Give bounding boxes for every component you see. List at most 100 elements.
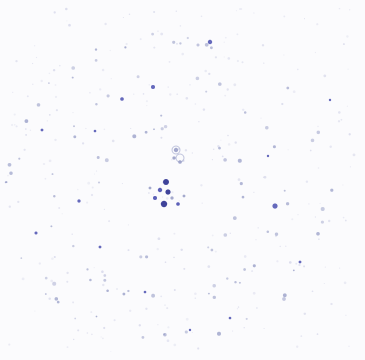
noise-speck <box>93 173 96 175</box>
noise-speck <box>298 263 301 267</box>
noise-speck <box>48 159 52 163</box>
noise-speck <box>139 38 142 41</box>
ring-spot <box>274 232 279 236</box>
ring-spot <box>292 269 295 272</box>
ring-spot <box>74 317 77 320</box>
ring-spot <box>218 82 222 86</box>
noise-speck <box>211 159 213 161</box>
noise-speck <box>226 88 229 91</box>
noise-speck <box>349 9 351 11</box>
noise-speck <box>342 43 345 46</box>
noise-speck <box>318 238 320 241</box>
ring-spot <box>50 225 53 228</box>
noise-speck <box>235 10 237 12</box>
noise-speck <box>227 134 229 137</box>
noise-speck <box>185 317 189 321</box>
ring-spot <box>226 277 229 280</box>
noise-speck <box>207 265 211 268</box>
ring-spot <box>179 42 182 45</box>
ring-spot <box>320 207 325 211</box>
strong-spot <box>77 199 81 203</box>
noise-speck <box>160 32 164 36</box>
noise-speck <box>236 59 240 63</box>
noise-speck <box>346 35 349 38</box>
ring-spot <box>237 158 242 163</box>
noise-speck <box>255 239 257 241</box>
noise-speck <box>236 33 239 36</box>
ring-spot <box>89 278 92 282</box>
strong-spot <box>143 290 147 294</box>
ring-spot <box>232 216 237 220</box>
noise-speck <box>54 138 57 142</box>
noise-speck <box>145 307 148 310</box>
noise-speck <box>241 61 244 64</box>
noise-speck <box>252 291 256 295</box>
noise-speck <box>165 197 169 200</box>
ring-spot <box>122 292 126 296</box>
noise-speck <box>157 30 159 32</box>
noise-speck <box>127 224 129 226</box>
ring-spot <box>144 130 148 134</box>
ring-spot <box>53 194 56 198</box>
noise-speck <box>233 83 237 87</box>
strong-spot <box>272 203 278 209</box>
center-spot <box>163 179 169 185</box>
noise-speck <box>171 191 174 194</box>
ring-spot <box>36 103 41 107</box>
noise-speck <box>10 123 14 127</box>
noise-speck <box>200 184 203 187</box>
noise-speck <box>348 345 350 348</box>
ring-spot <box>106 289 109 293</box>
center-spot <box>173 147 179 153</box>
ring-spot <box>48 82 50 84</box>
noise-speck <box>23 148 26 151</box>
ring-spot <box>95 315 98 318</box>
noise-speck <box>229 232 231 234</box>
noise-speck <box>212 148 215 151</box>
ring-spot <box>141 336 145 339</box>
noise-speck <box>169 93 172 96</box>
ring-spot <box>96 156 100 159</box>
ring-spot <box>245 317 248 320</box>
noise-speck <box>297 214 299 216</box>
ring-spot <box>71 76 74 79</box>
ring-spot <box>145 255 149 259</box>
noise-speck <box>53 11 56 14</box>
noise-speck <box>346 105 348 107</box>
noise-speck <box>173 256 175 259</box>
noise-speck <box>224 36 227 39</box>
noise-speck <box>53 255 56 259</box>
ring-spot <box>153 128 155 131</box>
noise-speck <box>352 153 356 157</box>
noise-speck <box>32 62 34 65</box>
noise-speck <box>194 103 197 105</box>
ring-spot <box>184 330 188 334</box>
noise-speck <box>214 250 217 253</box>
noise-speck <box>243 327 245 329</box>
ring-spot <box>7 162 12 167</box>
ring-spot <box>172 40 176 44</box>
center-spot <box>157 187 163 193</box>
noise-speck <box>35 56 38 59</box>
ring-spot <box>210 248 214 252</box>
ring-spots <box>4 32 334 339</box>
ring-spot <box>5 181 8 184</box>
noise-speck <box>208 72 211 76</box>
noise-speck <box>17 200 20 204</box>
noise-speck <box>339 267 341 269</box>
noise-speck <box>157 324 159 326</box>
strong-spot <box>228 316 232 320</box>
noise-speck <box>237 306 240 308</box>
center-spot <box>153 196 157 200</box>
noise-speck <box>38 262 41 265</box>
noise-speck <box>156 247 159 251</box>
ring-spot <box>286 86 290 90</box>
noise-speck <box>101 68 105 72</box>
noise-speck <box>180 248 183 252</box>
noise-speck <box>287 149 289 151</box>
noise-speck <box>305 180 309 183</box>
noise-speck <box>102 337 104 340</box>
noise-speck <box>51 257 54 260</box>
noise-speck <box>177 148 180 150</box>
ring-spot <box>283 189 286 192</box>
